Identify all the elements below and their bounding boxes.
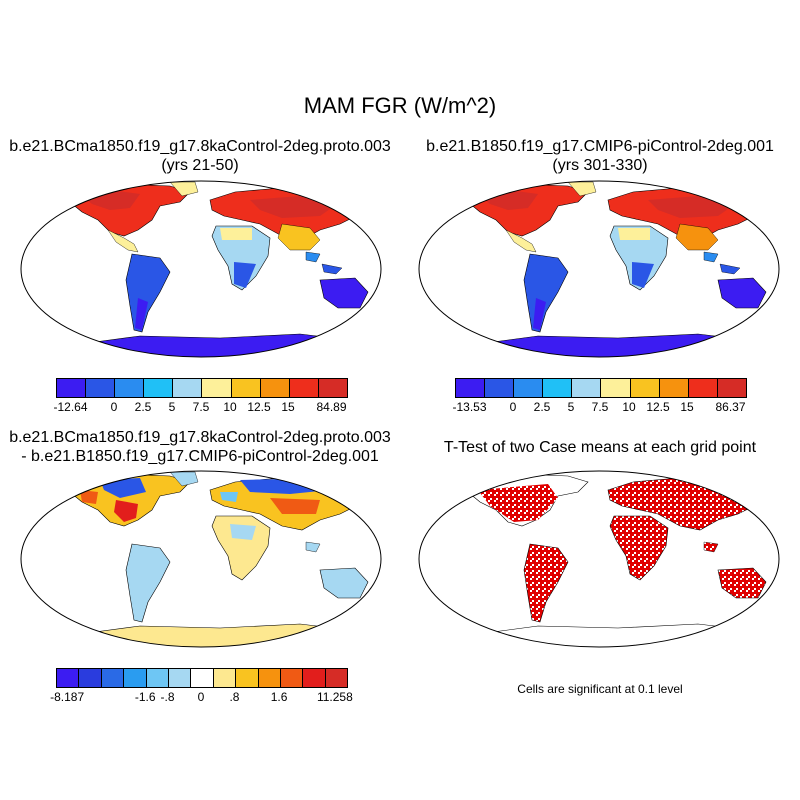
south-america-region xyxy=(125,543,171,623)
colorbar-case1 xyxy=(56,378,348,398)
case1-swatch xyxy=(86,379,116,397)
diff-case2-name: - b.e21.B1850.f19_g17.CMIP6-piControl-2d… xyxy=(21,448,379,465)
case1-swatch xyxy=(231,379,261,397)
case2-swatch xyxy=(485,379,515,397)
case1-swatch xyxy=(144,379,174,397)
case1-tick-label: 7.5 xyxy=(192,400,210,414)
africa-region xyxy=(211,225,271,291)
case1-years: (yrs 21-50) xyxy=(161,157,239,174)
diff-swatch xyxy=(325,669,348,687)
australia-region xyxy=(717,277,767,309)
case1-name: b.e21.BCma1850.f19_g17.8kaControl-2deg.p… xyxy=(9,138,391,155)
diff-tick-label: -.8 xyxy=(160,690,175,704)
case1-swatch xyxy=(57,379,87,397)
diff-tick-label: .8 xyxy=(229,690,240,704)
map-ttest xyxy=(418,470,780,648)
colorbar-case2 xyxy=(455,378,747,398)
case1-tick-label: 5 xyxy=(168,400,176,414)
diff-tick-label: -1.6 xyxy=(134,690,156,704)
case1-swatch xyxy=(289,379,319,397)
diff-tick-label: 0 xyxy=(197,690,205,704)
case2-name: b.e21.B1850.f19_g17.CMIP6-piControl-2deg… xyxy=(426,138,774,155)
panel-title-case2: b.e21.B1850.f19_g17.CMIP6-piControl-2deg… xyxy=(400,137,800,175)
case2-tick-label: 86.37 xyxy=(715,400,746,414)
map-case2 xyxy=(418,180,780,358)
case2-tick-label: 2.5 xyxy=(533,400,551,414)
significance-note: Cells are significant at 0.1 level xyxy=(517,682,683,696)
africa-region xyxy=(211,515,271,581)
main-title: MAM FGR (W/m^2) xyxy=(303,93,497,118)
diff-swatch xyxy=(258,669,281,687)
australia-region xyxy=(319,567,369,599)
diff-swatch xyxy=(146,669,169,687)
case1-tick-label: 10 xyxy=(223,400,237,414)
australia-region xyxy=(319,277,369,309)
case2-tick-label: 0 xyxy=(509,400,517,414)
case2-swatch xyxy=(717,379,746,397)
case2-tick-label: 5 xyxy=(567,400,575,414)
diff-swatch xyxy=(213,669,237,687)
map-difference xyxy=(20,470,382,648)
case1-tick-label: -12.64 xyxy=(53,400,88,414)
south-america-region xyxy=(125,253,171,333)
diff-swatch xyxy=(191,669,214,687)
panel-title-case1: b.e21.BCma1850.f19_g17.8kaControl-2deg.p… xyxy=(0,137,400,175)
case2-tick-label: 7.5 xyxy=(591,400,609,414)
case1-swatch xyxy=(115,379,145,397)
diff-tick-label: 1.6 xyxy=(270,690,288,704)
case1-tick-label: 12.5 xyxy=(247,400,271,414)
south-america-region xyxy=(523,253,569,333)
case2-swatch xyxy=(456,379,486,397)
diff-swatch xyxy=(124,669,147,687)
case1-tick-label: 0 xyxy=(110,400,118,414)
colorbar-difference xyxy=(56,668,348,688)
diff-tick-label: -8.187 xyxy=(50,690,85,704)
north-america-region xyxy=(64,183,191,237)
case2-swatch xyxy=(572,379,602,397)
case2-swatch xyxy=(543,379,573,397)
diff-swatch xyxy=(303,669,326,687)
diff-swatch xyxy=(236,669,259,687)
case1-swatch xyxy=(173,379,203,397)
case2-tick-label: -13.53 xyxy=(452,400,487,414)
diff-swatch xyxy=(79,669,102,687)
case2-tick-label: 10 xyxy=(622,400,636,414)
case2-years: (yrs 301-330) xyxy=(552,157,648,174)
north-america-region xyxy=(462,183,589,237)
case1-tick-label: 15 xyxy=(281,400,295,414)
case1-swatch xyxy=(260,379,290,397)
africa-region xyxy=(609,225,669,291)
diff-swatch xyxy=(57,669,80,687)
panel-title-ttest: T-Test of two Case means at each grid po… xyxy=(443,439,757,456)
case2-tick-label: 12.5 xyxy=(646,400,670,414)
case2-swatch xyxy=(659,379,689,397)
diff-tick-label: 11.258 xyxy=(316,690,353,704)
case2-swatch xyxy=(601,379,631,397)
diff-swatch xyxy=(280,669,304,687)
diff-swatch xyxy=(168,669,192,687)
panel-title-diff: b.e21.BCma1850.f19_g17.8kaControl-2deg.p… xyxy=(0,428,400,466)
case1-swatch xyxy=(318,379,347,397)
case2-swatch xyxy=(630,379,660,397)
diff-case1-name: b.e21.BCma1850.f19_g17.8kaControl-2deg.p… xyxy=(9,429,391,446)
case1-tick-label: 2.5 xyxy=(134,400,152,414)
case2-tick-label: 15 xyxy=(680,400,694,414)
case2-swatch xyxy=(688,379,718,397)
diff-swatch xyxy=(101,669,125,687)
map-case1 xyxy=(20,180,382,358)
case2-swatch xyxy=(514,379,544,397)
case1-swatch xyxy=(202,379,232,397)
case1-tick-label: 84.89 xyxy=(316,400,347,414)
